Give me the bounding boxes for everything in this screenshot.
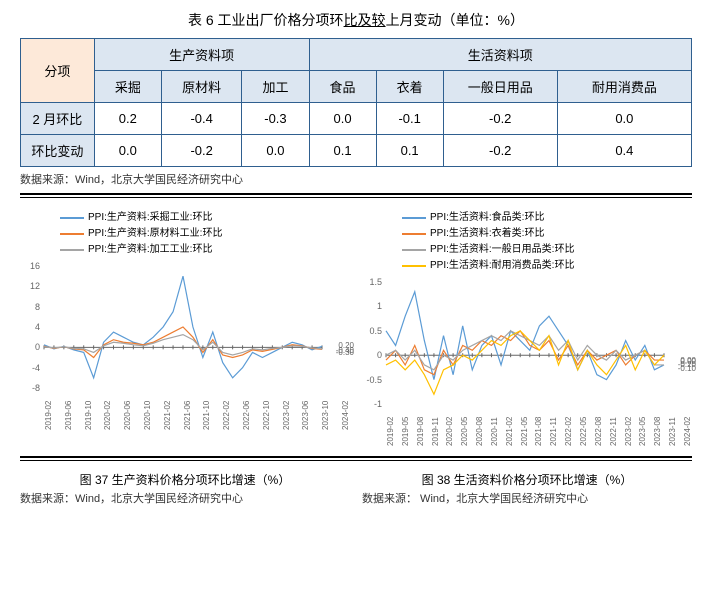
x-tick-label: 2019-06 bbox=[64, 394, 73, 430]
legend-item: PPI:生产资料:加工工业:环比 bbox=[60, 242, 350, 258]
x-tick-label: 2022-05 bbox=[579, 410, 588, 446]
col-header: 一般日用品 bbox=[443, 71, 557, 103]
x-tick-label: 2020-11 bbox=[490, 410, 499, 446]
row-label: 环比变动 bbox=[21, 135, 95, 167]
x-tick-label: 2021-08 bbox=[534, 410, 543, 446]
cell: 0.1 bbox=[376, 135, 443, 167]
chart-left: PPI:生产资料:采掘工业:环比PPI:生产资料:原材料工业:环比PPI:生产资… bbox=[20, 210, 350, 446]
x-tick-label: 2021-06 bbox=[183, 394, 192, 430]
row-label: 2 月环比 bbox=[21, 103, 95, 135]
x-tick-label: 2021-10 bbox=[202, 394, 211, 430]
legend-item: PPI:生活资料:食品类:环比 bbox=[402, 210, 692, 226]
x-tick-label: 2023-02 bbox=[282, 394, 291, 430]
cell: 0.0 bbox=[94, 135, 161, 167]
legend-item: PPI:生产资料:采掘工业:环比 bbox=[60, 210, 350, 226]
divider bbox=[20, 197, 692, 198]
table-title: 表 6 工业出厂价格分项环比及较上月变动（单位：%） bbox=[20, 10, 692, 30]
x-tick-label: 2019-08 bbox=[416, 410, 425, 446]
x-tick-label: 2020-10 bbox=[143, 394, 152, 430]
col-header: 采掘 bbox=[94, 71, 161, 103]
cell: 0.0 bbox=[309, 103, 376, 135]
cell: -0.2 bbox=[161, 135, 242, 167]
x-tick-label: 2023-08 bbox=[653, 410, 662, 446]
x-tick-label: 2024-02 bbox=[683, 410, 692, 446]
x-tick-label: 2021-05 bbox=[520, 410, 529, 446]
x-tick-label: 2022-08 bbox=[594, 410, 603, 446]
cell: 0.4 bbox=[557, 135, 691, 167]
cell: 0.0 bbox=[557, 103, 691, 135]
x-tick-label: 2024-02 bbox=[341, 394, 350, 430]
cell: 0.0 bbox=[242, 135, 309, 167]
x-tick-label: 2023-10 bbox=[321, 394, 330, 430]
legend-item: PPI:生活资料:耐用消费品类:环比 bbox=[402, 258, 692, 274]
x-tick-label: 2019-02 bbox=[44, 394, 53, 430]
data-table: 分项 生产资料项 生活资料项 采掘原材料加工食品衣着一般日用品耐用消费品 2 月… bbox=[20, 38, 692, 167]
table-source: 数据来源：Wind，北京大学国民经济研究中心 bbox=[20, 171, 692, 187]
chart-right-source: 数据来源： Wind，北京大学国民经济研究中心 bbox=[362, 490, 692, 506]
col-header: 加工 bbox=[242, 71, 309, 103]
cell: 0.2 bbox=[94, 103, 161, 135]
x-tick-label: 2019-10 bbox=[84, 394, 93, 430]
x-tick-label: 2022-06 bbox=[242, 394, 251, 430]
x-tick-label: 2023-06 bbox=[301, 394, 310, 430]
legend-item: PPI:生产资料:原材料工业:环比 bbox=[60, 226, 350, 242]
cell: 0.1 bbox=[309, 135, 376, 167]
legend-item: PPI:生活资料:衣着类:环比 bbox=[402, 226, 692, 242]
x-tick-label: 2023-11 bbox=[668, 410, 677, 446]
x-tick-label: 2020-02 bbox=[103, 394, 112, 430]
chart-right: PPI:生活资料:食品类:环比PPI:生活资料:衣着类:环比PPI:生活资料:一… bbox=[362, 210, 692, 446]
x-tick-label: 2021-02 bbox=[163, 394, 172, 430]
x-tick-label: 2020-02 bbox=[445, 410, 454, 446]
x-tick-label: 2022-10 bbox=[262, 394, 271, 430]
x-tick-label: 2022-02 bbox=[564, 410, 573, 446]
x-tick-label: 2019-05 bbox=[401, 410, 410, 446]
col-header: 衣着 bbox=[376, 71, 443, 103]
x-tick-label: 2021-02 bbox=[505, 410, 514, 446]
divider bbox=[20, 456, 692, 458]
x-tick-label: 2020-06 bbox=[123, 394, 132, 430]
x-tick-label: 2022-11 bbox=[609, 410, 618, 446]
col-header: 耐用消费品 bbox=[557, 71, 691, 103]
x-tick-label: 2020-05 bbox=[460, 410, 469, 446]
chart-left-source: 数据来源：Wind，北京大学国民经济研究中心 bbox=[20, 490, 350, 506]
col-header: 食品 bbox=[309, 71, 376, 103]
x-tick-label: 2019-02 bbox=[386, 410, 395, 446]
chart-right-caption: 图 38 生活资料价格分项环比增速（%） bbox=[362, 471, 692, 488]
header-group1: 生产资料项 bbox=[94, 39, 309, 71]
legend-item: PPI:生活资料:一般日用品类:环比 bbox=[402, 242, 692, 258]
x-tick-label: 2023-05 bbox=[638, 410, 647, 446]
cell: -0.2 bbox=[443, 135, 557, 167]
cell: -0.4 bbox=[161, 103, 242, 135]
x-tick-label: 2023-02 bbox=[624, 410, 633, 446]
x-tick-label: 2019-11 bbox=[431, 410, 440, 446]
divider bbox=[20, 460, 692, 461]
divider bbox=[20, 193, 692, 195]
cell: -0.1 bbox=[376, 103, 443, 135]
header-group2: 生活资料项 bbox=[309, 39, 692, 71]
chart-left-caption: 图 37 生产资料价格分项环比增速（%） bbox=[20, 471, 350, 488]
cell: -0.2 bbox=[443, 103, 557, 135]
cell: -0.3 bbox=[242, 103, 309, 135]
col-header: 原材料 bbox=[161, 71, 242, 103]
x-tick-label: 2021-11 bbox=[549, 410, 558, 446]
header-main: 分项 bbox=[21, 39, 95, 103]
x-tick-label: 2022-02 bbox=[222, 394, 231, 430]
x-tick-label: 2020-08 bbox=[475, 410, 484, 446]
